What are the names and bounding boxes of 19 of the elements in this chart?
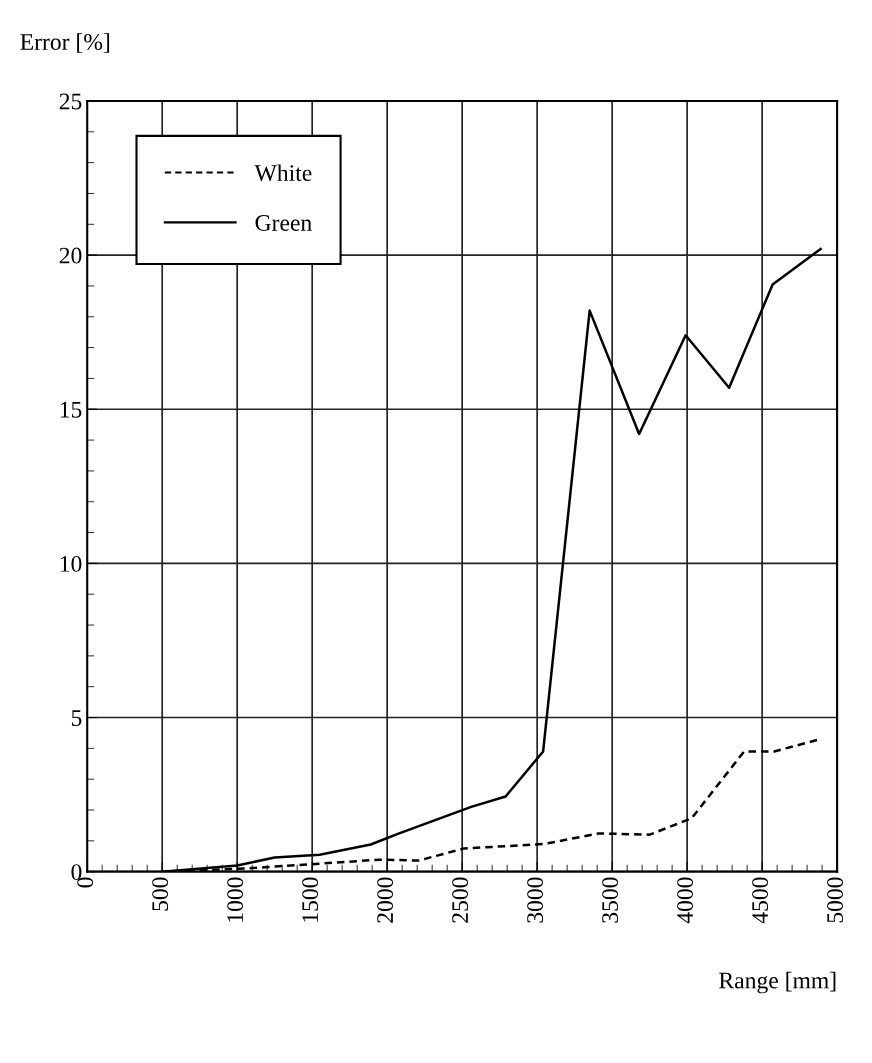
y-tick-label: 15 [60,401,82,418]
x-tick-label: 3000 [527,877,544,923]
x-tick-label: 2500 [452,877,469,923]
x-tick-label: 1000 [227,877,244,922]
legend-label: Green [255,215,312,231]
x-tick-label: 1500 [302,877,319,922]
x-tick-label: 2000 [377,877,394,923]
x-tick-label: 500 [152,877,169,911]
x-tick-label: 5000 [827,877,844,923]
y-tick-label: 10 [60,555,82,572]
x-tick-label: 4500 [752,877,769,924]
legend-label: White [254,164,312,182]
y-tick-label: 20 [59,247,82,264]
x-axis-title: Range [mm] [719,971,836,994]
x-tick-label: 3500 [602,877,619,923]
y-tick-label: 25 [59,93,82,110]
x-tick-label: 4000 [677,877,694,924]
y-axis-title: Error [%] [20,33,110,53]
y-tick-label: 5 [71,710,82,726]
